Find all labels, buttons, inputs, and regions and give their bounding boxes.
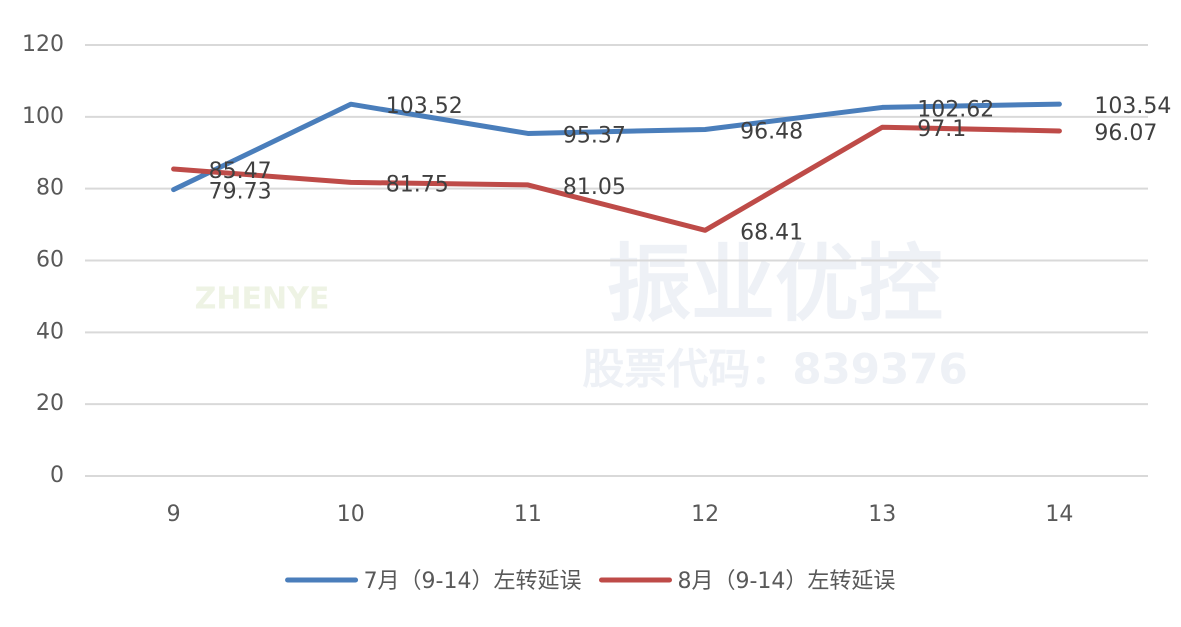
data-label: 95.37 [563, 123, 626, 148]
data-label: 68.41 [740, 220, 803, 245]
data-label: 81.75 [386, 172, 449, 197]
y-tick-label: 40 [36, 319, 64, 344]
data-label: 79.73 [209, 180, 272, 205]
data-label: 97.1 [917, 117, 966, 142]
legend-label: 8月（9-14）左转延误 [678, 569, 896, 594]
y-tick-label: 100 [22, 104, 64, 129]
data-label: 85.47 [209, 159, 272, 184]
y-tick-label: 20 [36, 391, 64, 416]
y-tick-label: 60 [36, 248, 64, 273]
data-label: 96.48 [740, 119, 803, 144]
data-label: 102.62 [917, 97, 994, 122]
data-label: 96.07 [1094, 121, 1157, 146]
x-tick-label: 13 [868, 502, 896, 527]
watermark: 振业优控 股票代码：839376 ZHENYE [195, 235, 968, 394]
watermark-brand: 振业优控 [607, 235, 943, 333]
y-tick-label: 0 [50, 463, 64, 488]
x-tick-label: 9 [167, 502, 181, 527]
x-tick-label: 14 [1045, 502, 1073, 527]
watermark-logo: ZHENYE [195, 282, 330, 317]
data-label: 81.05 [563, 175, 626, 200]
series-line [171, 101, 1062, 193]
data-label: 103.54 [1094, 94, 1171, 119]
legend-label: 7月（9-14）左转延误 [364, 569, 582, 594]
x-tick-label: 12 [691, 502, 719, 527]
x-tick-label: 11 [514, 502, 542, 527]
data-label: 103.52 [386, 94, 463, 119]
series-line [171, 124, 1062, 233]
y-tick-label: 120 [22, 32, 64, 57]
watermark-stock: 股票代码：839376 [582, 345, 967, 394]
x-tick-label: 10 [337, 502, 365, 527]
y-tick-label: 80 [36, 176, 64, 201]
